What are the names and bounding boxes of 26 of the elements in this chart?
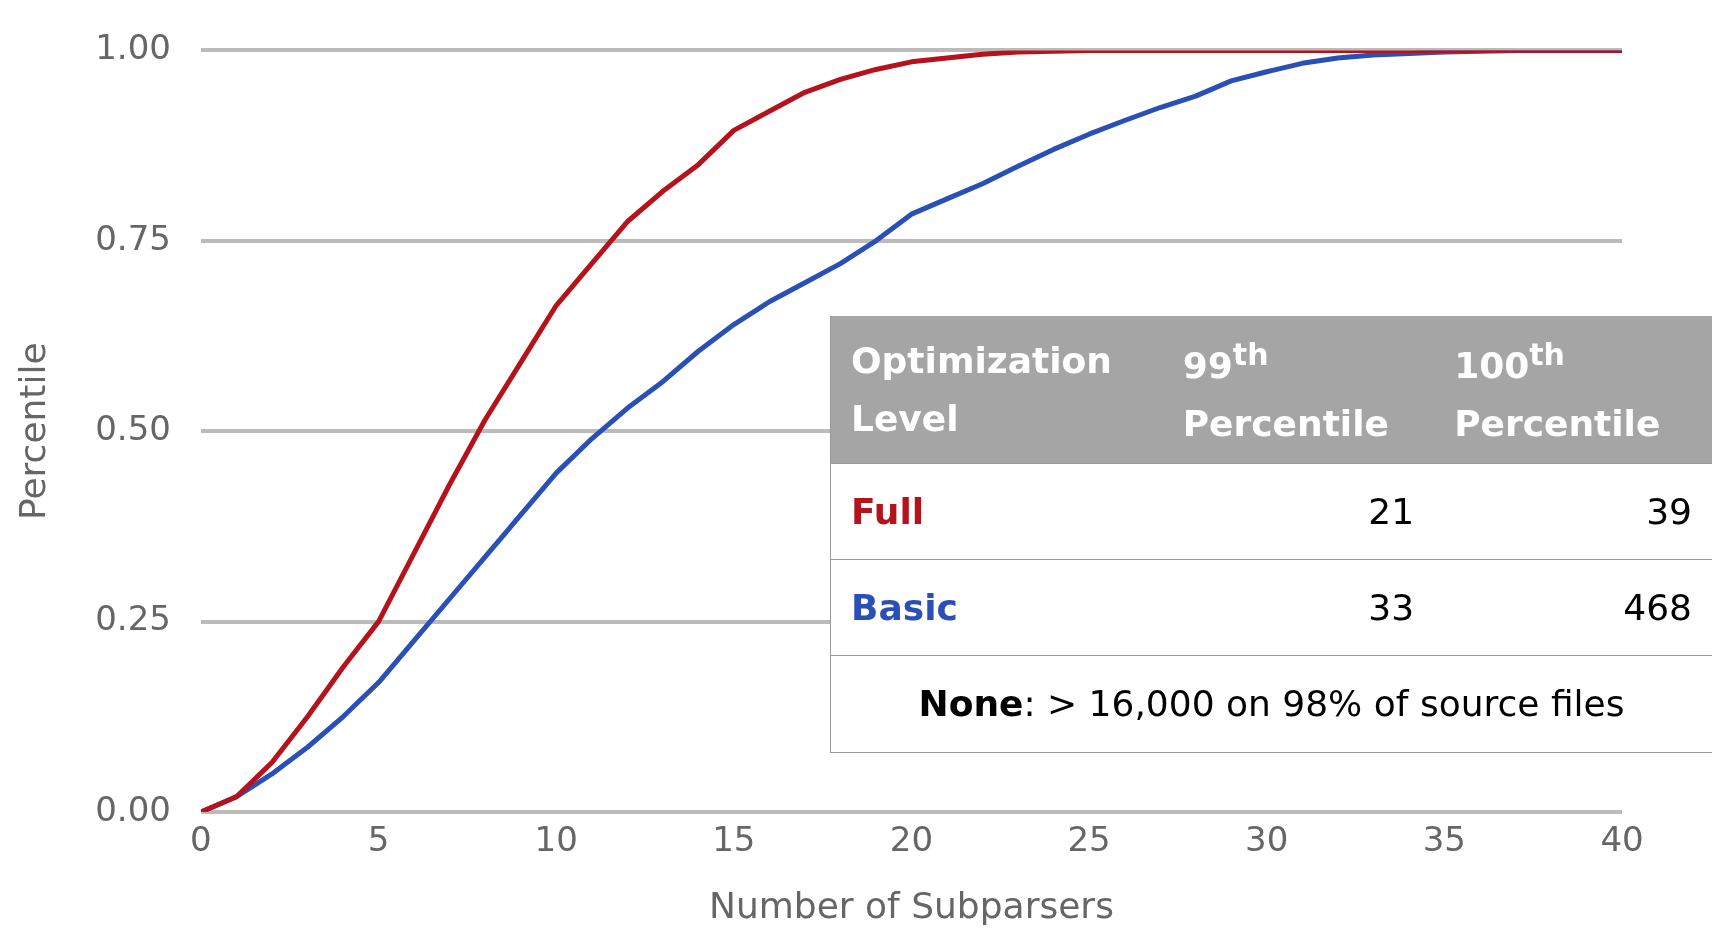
annotation: 21 xyxy=(1162,463,1435,560)
x-tick-label: 40 xyxy=(1600,819,1644,860)
annotation: Optimization Level xyxy=(831,316,1163,464)
x-tick-label: 25 xyxy=(1067,819,1111,860)
annotation: None: > 16,000 on 98% of source files xyxy=(918,683,1625,725)
x-tick-label: 5 xyxy=(367,819,390,860)
x-tick-label: 20 xyxy=(889,819,934,860)
y-tick-label: 0.50 xyxy=(95,408,171,449)
y-tick-label: 0.75 xyxy=(95,217,171,258)
text: 39 xyxy=(1434,463,1712,560)
x-axis-title: Number of Subparsers xyxy=(709,884,1114,926)
x-tick-label: 10 xyxy=(534,819,578,860)
x-tick-label: 0 xyxy=(190,819,212,860)
y-axis-title: Percentile xyxy=(11,342,53,520)
x-tick-label: 35 xyxy=(1422,819,1466,860)
y-tick-label: 1.00 xyxy=(95,27,171,68)
annotation: 100$^{th}$ Percentile xyxy=(1434,316,1712,464)
annotation: 99$^{th}$ Percentile xyxy=(1162,316,1435,464)
annotation: 33 xyxy=(1162,559,1435,656)
y-tick-label: 0.00 xyxy=(95,788,171,829)
text: 468 xyxy=(1434,559,1712,656)
y-tick-label: 0.25 xyxy=(95,598,171,639)
text: Full xyxy=(831,463,1163,560)
x-tick-label: 30 xyxy=(1245,819,1289,860)
x-tick-label: 15 xyxy=(712,819,756,860)
text: Basic xyxy=(831,559,1163,656)
